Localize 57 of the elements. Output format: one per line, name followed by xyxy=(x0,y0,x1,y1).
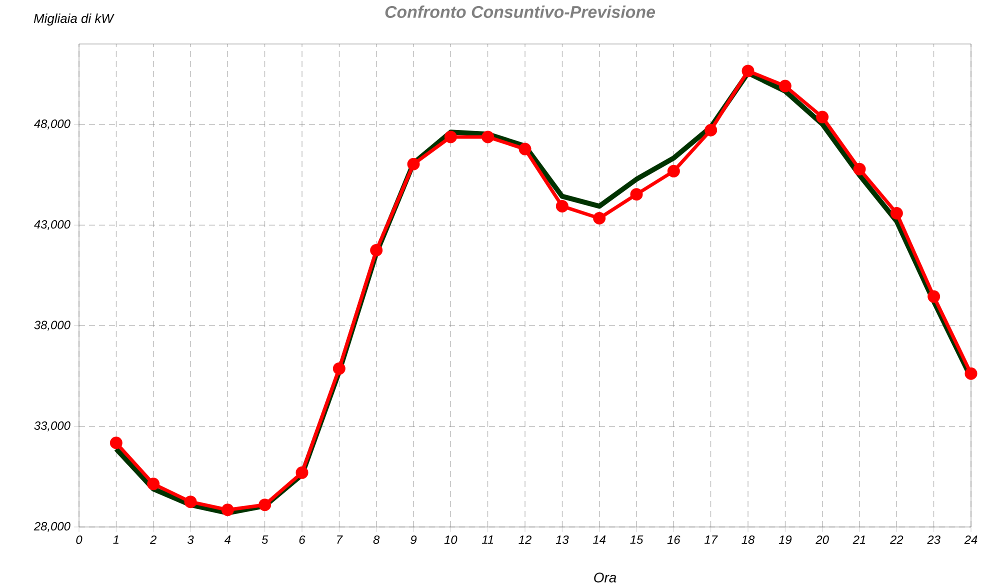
x-tick-label: 7 xyxy=(337,536,343,544)
y-tick-label: 43,000 xyxy=(34,220,70,230)
point xyxy=(110,436,122,450)
x-tick-label: 9 xyxy=(410,536,417,544)
x-tick-label: 17 xyxy=(704,536,718,544)
x-tick-label: 12 xyxy=(518,536,532,544)
point xyxy=(890,206,903,220)
point xyxy=(296,466,308,479)
point xyxy=(630,188,643,201)
point xyxy=(853,162,866,176)
point xyxy=(407,158,420,170)
y-tick-label: 38,000 xyxy=(34,320,70,331)
point xyxy=(593,212,606,225)
point xyxy=(928,290,940,303)
x-tick-label: 2 xyxy=(150,536,156,544)
point xyxy=(332,362,346,375)
point xyxy=(221,504,234,516)
x-tick-label: 1 xyxy=(113,536,118,544)
x-tick-label: 5 xyxy=(262,536,268,544)
point xyxy=(778,80,792,92)
x-tick-label: 4 xyxy=(224,536,231,544)
x-tick-label: 23 xyxy=(927,536,940,544)
point xyxy=(258,498,272,512)
point xyxy=(482,130,494,144)
x-tick-label: 3 xyxy=(187,536,194,544)
x-tick-label: 14 xyxy=(593,536,606,544)
x-tick-label: 19 xyxy=(778,536,792,544)
x-tick-label: 8 xyxy=(373,536,380,544)
point xyxy=(816,110,829,124)
point xyxy=(518,142,532,156)
x-tick-label: 13 xyxy=(556,536,569,544)
x-tick-label: 22 xyxy=(890,536,904,544)
y-tick-label: 48,000 xyxy=(34,120,70,130)
x-axis-title: Ora xyxy=(594,572,616,582)
point xyxy=(370,244,383,257)
point xyxy=(147,478,160,490)
x-tick-label: 6 xyxy=(299,536,306,544)
y-tick-label: 28,000 xyxy=(34,522,70,532)
x-tick-label: 0 xyxy=(76,536,82,544)
x-tick-label: 11 xyxy=(482,536,494,544)
x-tick-label: 24 xyxy=(964,536,978,544)
x-tick-label: 21 xyxy=(852,536,866,544)
point xyxy=(704,124,718,136)
point xyxy=(444,130,457,144)
point xyxy=(964,367,978,380)
x-tick-label: 18 xyxy=(742,536,755,544)
chart-title: Confronto Consuntivo-Previsione xyxy=(385,6,656,18)
x-tick-label: 15 xyxy=(630,536,644,544)
point xyxy=(667,164,680,178)
x-tick-label: 20 xyxy=(816,536,829,544)
y-tick-label: 33,000 xyxy=(34,421,70,432)
point xyxy=(184,496,197,508)
x-tick-label: 10 xyxy=(444,536,458,544)
y-axis-title: Migliaia di kW xyxy=(34,14,114,26)
point xyxy=(556,200,568,212)
point xyxy=(742,64,754,78)
x-tick-label: 16 xyxy=(667,536,680,544)
